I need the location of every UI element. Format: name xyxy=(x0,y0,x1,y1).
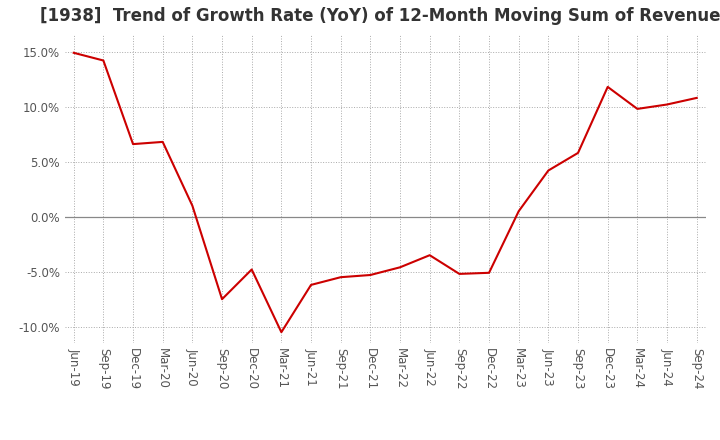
Title: [1938]  Trend of Growth Rate (YoY) of 12-Month Moving Sum of Revenues: [1938] Trend of Growth Rate (YoY) of 12-… xyxy=(40,7,720,26)
